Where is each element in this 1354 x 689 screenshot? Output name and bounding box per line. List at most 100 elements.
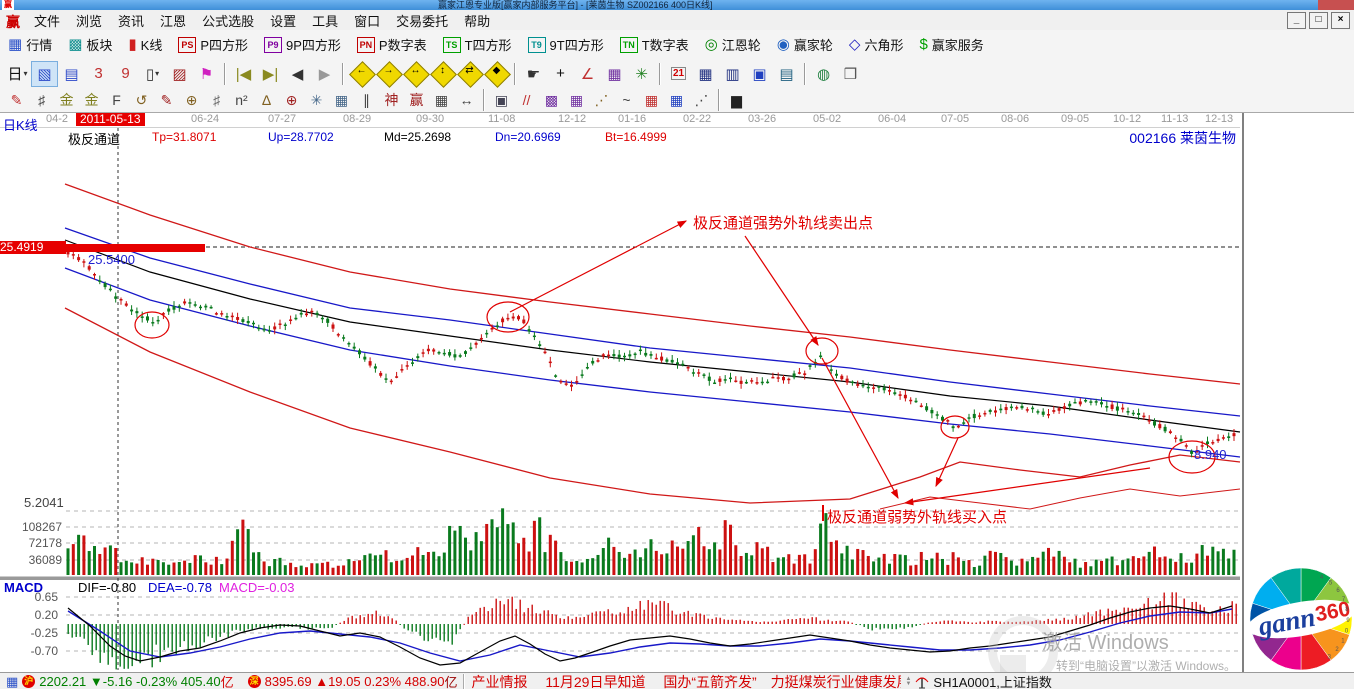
tool-red-chart[interactable]: ▨ [172, 65, 187, 83]
menu-item-5[interactable]: 设置 [270, 13, 297, 29]
feed-label[interactable]: SH1A0001,上证指数 [933, 675, 1052, 689]
news-ticker[interactable]: 产业情报 11月29日早知道 国办“五箭齐发” 力挺煤炭行业健康发展 [471, 673, 902, 689]
tool-hand-tool[interactable]: ☛ [526, 65, 541, 83]
tool-gann-diamond-2[interactable]: → [375, 60, 403, 88]
tool-box-tool[interactable]: ▣ [494, 91, 509, 108]
tool-line-grid[interactable]: ♯ [213, 92, 220, 108]
tool-remote-card[interactable]: ❒ [843, 65, 858, 83]
toolbar-t-table-button[interactable]: TN T数字表 [612, 32, 697, 58]
9p-square-icon: P9 [264, 36, 283, 53]
tool-violet-web[interactable]: ▦ [569, 91, 584, 108]
menu-item-8[interactable]: 交易委托 [396, 13, 449, 29]
toolbar-sectors-button[interactable]: ▩ 板块 [60, 32, 120, 58]
menu-item-3[interactable]: 江恩 [160, 13, 187, 29]
tool-red-matrix[interactable]: ▦ [644, 91, 659, 108]
tool-purple-grid[interactable]: ▩ [544, 91, 559, 108]
mdi-restore-button[interactable]: □ [1309, 12, 1328, 29]
mdi-minimize-button[interactable]: _ [1287, 12, 1306, 29]
tool-wave-ruler[interactable]: ~ [622, 92, 631, 108]
tool-gann-diamond-5[interactable]: ⇄ [456, 60, 484, 88]
tool-period-daily[interactable]: 日 ▾ [7, 66, 28, 83]
tool-angle-lines[interactable]: ∆ [262, 92, 271, 108]
tool-crosshair-tool[interactable]: + [556, 65, 565, 82]
toolbar-kline-button[interactable]: ▮ K线 [120, 32, 170, 58]
tool-circle-gauge[interactable]: ⊕ [185, 91, 198, 108]
toolbar-9t-square-button[interactable]: T9 9T四方形 [520, 32, 612, 58]
menu-item-7[interactable]: 窗口 [354, 13, 381, 29]
toolbar-winner-wheel-button[interactable]: ◉ 赢家轮 [769, 32, 841, 58]
tool-ying-grid[interactable]: 赢 [409, 92, 424, 108]
toolbar-t-square-button[interactable]: TS T四方形 [435, 32, 520, 58]
tool-pattern-tool[interactable]: ✳ [635, 65, 648, 83]
tool-notepad[interactable]: ▥ [725, 65, 740, 83]
indicator-bt: Bt=16.4999 [605, 130, 667, 144]
tool-gold-grid-2[interactable]: 金 [84, 92, 99, 108]
toolbar-hexagon-button[interactable]: ◇ 六角形 [841, 32, 912, 58]
tool-tick-marks[interactable]: ∥ [363, 91, 370, 108]
tool-mini-plot-3[interactable]: 3 [94, 65, 103, 82]
t-square-label: T四方形 [464, 38, 512, 53]
tool-red-fan[interactable]: // [522, 92, 531, 108]
tool-gann-diamond-4[interactable]: ↕ [429, 60, 457, 88]
tool-nav-next[interactable]: ▶ [318, 65, 331, 83]
grid-icon[interactable]: ▦ [6, 673, 19, 689]
toolbar-separator [514, 62, 516, 85]
tool-nav-first[interactable]: |◀ [235, 65, 252, 83]
tool-brush-tool[interactable]: ✎ [10, 91, 23, 108]
toolbar-quotes-button[interactable]: ▦ 行情 [0, 32, 60, 58]
tool-blue-matrix[interactable]: ▦ [669, 91, 684, 108]
tool-grid-tool[interactable]: ▦ [607, 65, 622, 83]
tool-gold-grid-1[interactable]: 金 [59, 92, 74, 108]
tool-circle-cross[interactable]: ⊕ [285, 91, 298, 108]
tool-compress-kline[interactable]: ▧ [31, 60, 58, 87]
tool-arc-tool[interactable]: ↺ [135, 91, 148, 108]
tool-nav-prev[interactable]: ◀ [291, 65, 304, 83]
9t-square-label: 9T四方形 [549, 38, 604, 53]
menu-item-0[interactable]: 文件 [34, 13, 61, 29]
toolbar-winner-service-button[interactable]: $ 赢家服务 [911, 32, 991, 58]
tool-capsule-tool[interactable]: ▯ ▾ [145, 65, 160, 83]
tool-calendar-21[interactable]: 21 [670, 67, 687, 80]
watermark-shape-2 [1000, 655, 1026, 677]
tool-calculator[interactable]: ▦ [698, 65, 713, 83]
tool-mini-plot-9[interactable]: 9 [121, 65, 130, 82]
toolbar-p-square-button[interactable]: PS P四方形 [170, 32, 256, 58]
mdi-close-button[interactable]: × [1331, 12, 1350, 29]
tool-width-arrows[interactable]: ↔ [459, 92, 474, 108]
menu-item-6[interactable]: 工具 [312, 13, 339, 29]
tool-gann-grid[interactable]: ♯ [38, 92, 45, 108]
tool-bar-sort[interactable]: ▆ [731, 91, 742, 108]
tool-gann-diamond-6[interactable]: ◆ [483, 60, 511, 88]
toolbar-9p-square-button[interactable]: P9 9P四方形 [256, 32, 349, 58]
toolbar-gann-wheel-button[interactable]: ◎ 江恩轮 [697, 32, 769, 58]
tool-info-panel[interactable]: ▤ [64, 65, 79, 83]
tool-web-grid[interactable]: ▦ [334, 91, 349, 108]
tool-multi-slash[interactable]: ⋰ [694, 91, 709, 108]
close-button[interactable] [1318, 0, 1354, 10]
tool-gann-diamond-3[interactable]: ↔ [402, 60, 430, 88]
tool-f-grid[interactable]: F [112, 92, 121, 108]
toolbar-p-table-button[interactable]: PN P数字表 [349, 32, 435, 58]
menu-item-2[interactable]: 资讯 [118, 13, 145, 29]
tool-globe-web[interactable]: ◍ [816, 65, 831, 83]
tool-chart-card[interactable]: ▤ [779, 65, 794, 83]
menu-item-9[interactable]: 帮助 [464, 13, 491, 29]
tool-brush-2[interactable]: ✎ [160, 91, 173, 108]
tool-ruler-grid[interactable]: ▦ [434, 91, 449, 108]
tool-radial-web[interactable]: ✳ [310, 91, 323, 108]
tool-fan-lines[interactable]: ⋰ [594, 91, 609, 108]
menu-item-4[interactable]: 公式选股 [202, 13, 255, 29]
ticker-spinner[interactable]: ▲ ▼ [905, 675, 912, 687]
tool-n2-tool[interactable]: n² [235, 92, 248, 108]
sh-unit: 亿 [220, 675, 234, 689]
tool-nav-last[interactable]: ▶| [262, 65, 279, 83]
svg-text:7: 7 [1342, 597, 1346, 603]
vol-label-1: 108267 [21, 520, 62, 534]
tool-shen-grid[interactable]: 神 [384, 92, 399, 108]
tool-angle-tool[interactable]: ∠ [580, 65, 595, 83]
tool-save-disk[interactable]: ▣ [752, 65, 767, 83]
menu-item-1[interactable]: 浏览 [76, 13, 103, 29]
tool-color-flag[interactable]: ⚑ [199, 65, 214, 83]
tool-gann-diamond-1[interactable]: ← [348, 60, 376, 88]
